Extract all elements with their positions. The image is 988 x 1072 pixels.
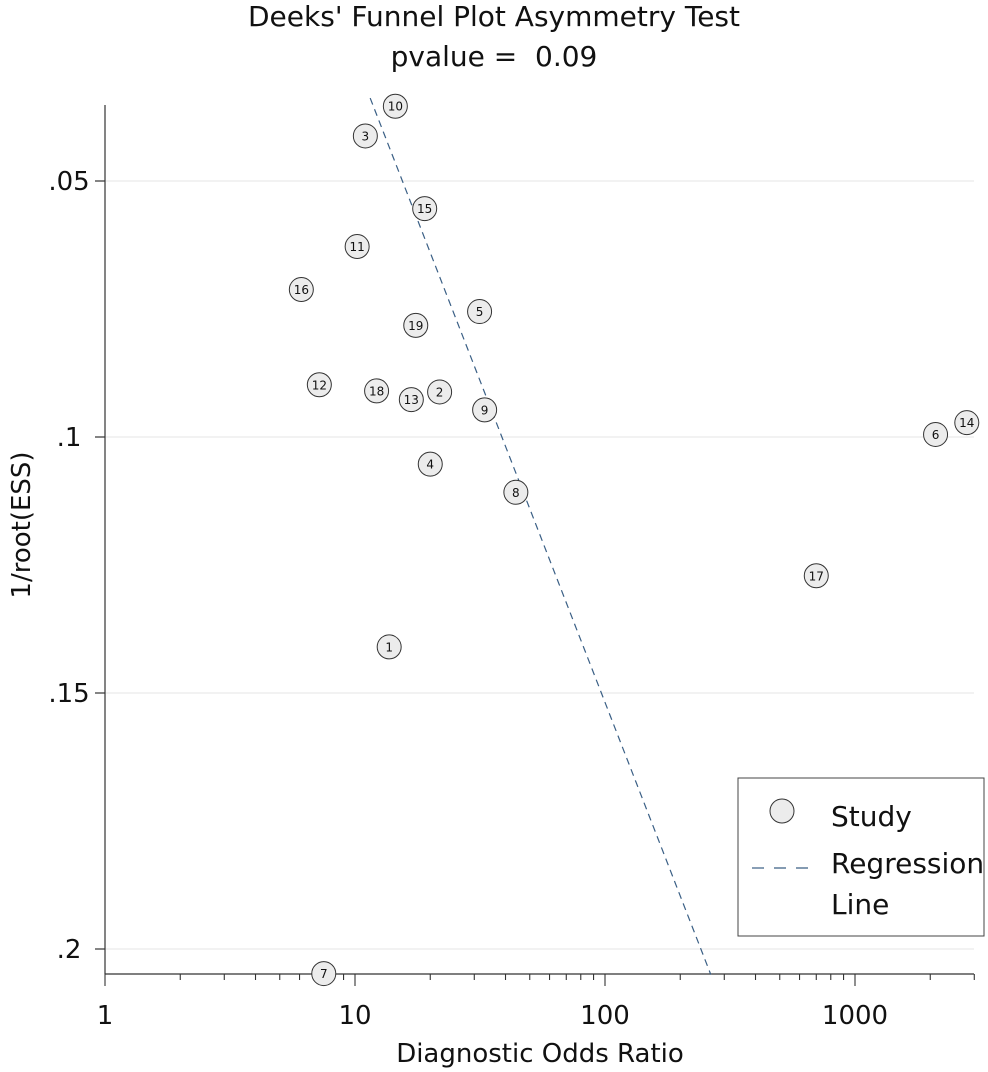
study-marker [398,387,424,413]
regression-line-layer [369,97,712,975]
study-marker [376,634,402,660]
study-point: 9 [472,397,498,423]
study-point: 12 [306,372,332,398]
study-marker [364,378,390,404]
study-marker [288,277,314,303]
study-point: 8 [503,479,529,505]
study-point: 15 [412,196,438,222]
chart-title: Deeks' Funnel Plot Asymmetry Test [248,0,740,33]
study-marker [412,196,438,222]
study-point: 17 [803,563,829,589]
study-point: 3 [352,123,378,149]
study-label: 11 [350,240,365,254]
study-marker [417,451,443,477]
y-tick-label: .1 [57,423,82,453]
study-label: 8 [512,486,520,500]
study-label: 15 [417,202,432,216]
study-marker [923,421,949,447]
study-label: 16 [294,283,309,297]
study-marker [467,299,493,325]
x-tick-label: 1 [97,1001,114,1031]
study-label: 12 [312,378,327,392]
study-label: 5 [476,305,484,319]
study-label: 9 [481,403,489,417]
chart-subtitle: pvalue = 0.09 [390,40,598,73]
study-marker [403,312,429,338]
study-point: 5 [467,299,493,325]
study-point: 10 [382,93,408,119]
study-marker [344,234,370,260]
study-point: 18 [364,378,390,404]
study-label: 4 [426,458,434,472]
study-marker [472,397,498,423]
study-label: 7 [320,967,328,981]
axes [104,105,974,975]
study-marker [352,123,378,149]
study-point: 19 [403,312,429,338]
x-tick-label: 10 [338,1001,371,1031]
legend-study-label: Study [831,800,912,833]
legend-regression-label-line2: Line [831,888,889,921]
study-point: 14 [954,410,980,436]
study-label: 14 [959,416,974,430]
study-point: 11 [344,234,370,260]
study-label: 1 [385,640,393,654]
study-label: 17 [809,569,824,583]
x-ticks: 1 10 100 1000 [97,974,975,1031]
study-label: 13 [404,393,419,407]
study-marker [503,479,529,505]
study-marker [311,961,337,987]
study-label: 2 [436,385,444,399]
study-marker [306,372,332,398]
study-label: 6 [932,428,940,442]
study-label: 19 [408,319,423,333]
y-tick-label: .05 [48,167,89,197]
study-marker [427,379,453,405]
x-tick-label: 1000 [822,1001,888,1031]
study-label: 10 [388,100,403,114]
gridlines [105,180,974,950]
study-label: 3 [362,129,370,143]
study-point: 4 [417,451,443,477]
regression-line [369,97,712,975]
study-point: 2 [427,379,453,405]
y-tick-label: .15 [48,679,89,709]
study-marker [954,410,980,436]
study-marker [803,563,829,589]
study-point: 1 [376,634,402,660]
y-ticks: .05 .1 .15 .2 [48,167,105,965]
study-marker [382,93,408,119]
study-label: 18 [369,384,384,398]
legend-study-marker [769,798,795,824]
x-axis-title: Diagnostic Odds Ratio [396,1039,684,1069]
legend: Study Regression Line [737,777,985,937]
study-point: 7 [311,961,337,987]
legend-regression-label: Regression [831,847,984,880]
study-point: 6 [923,421,949,447]
x-tick-label: 100 [580,1001,630,1031]
study-point: 13 [398,387,424,413]
y-axis-title: 1/root(ESS) [7,451,37,598]
y-tick-label: .2 [57,935,82,965]
study-point: 16 [288,277,314,303]
